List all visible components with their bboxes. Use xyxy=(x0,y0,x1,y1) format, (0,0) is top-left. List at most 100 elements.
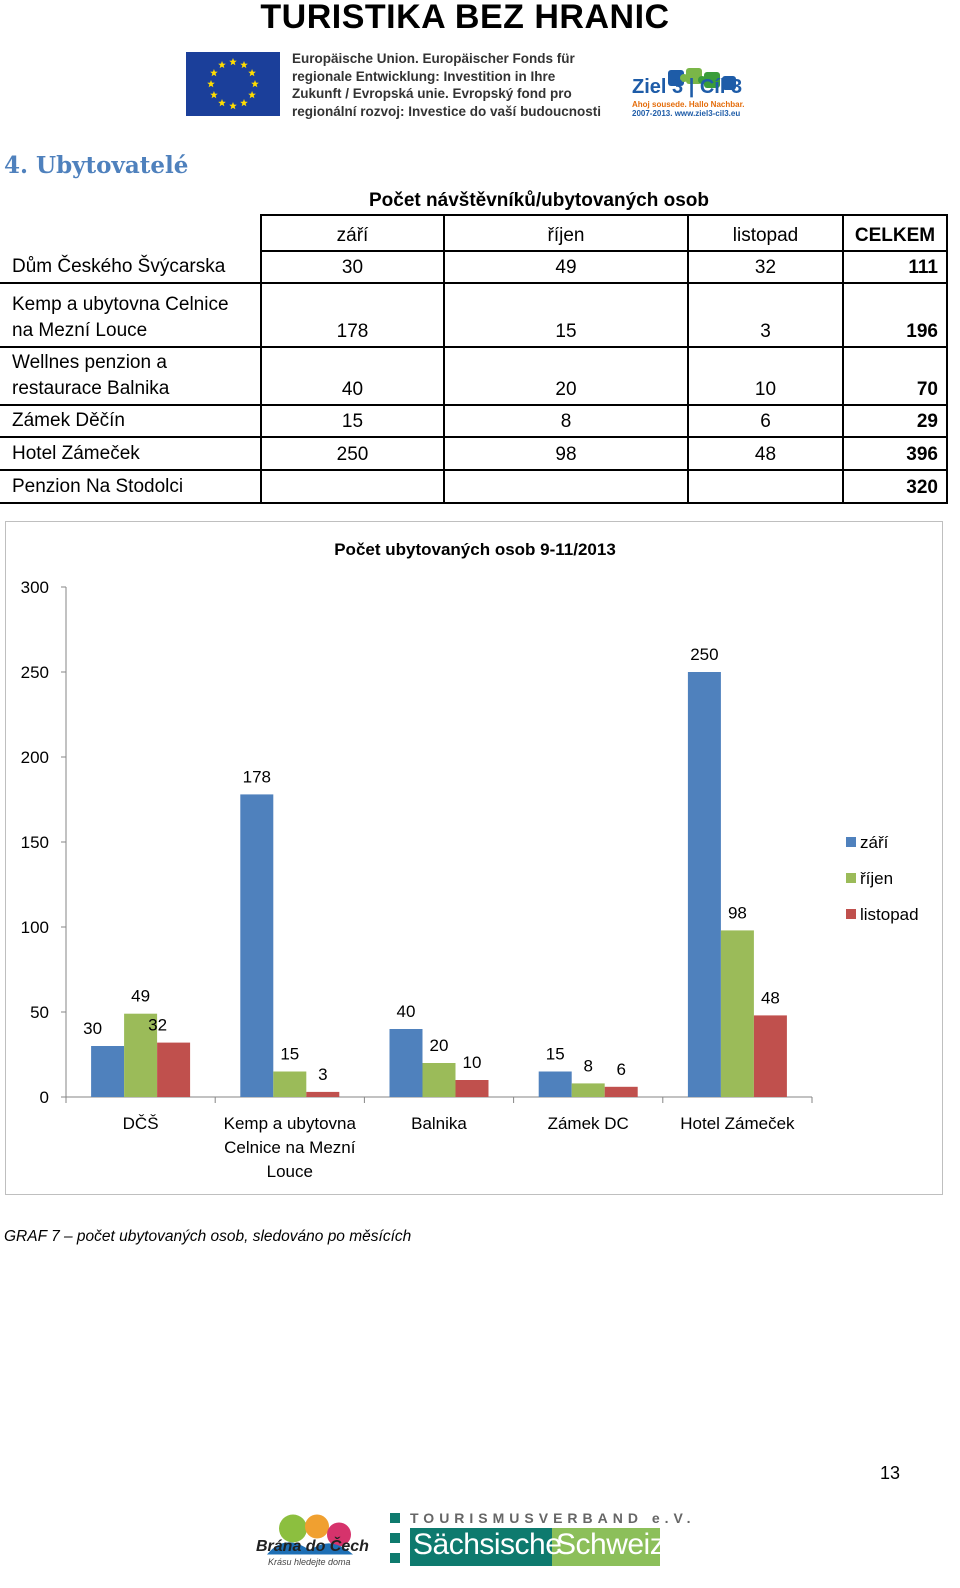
table-row: Penzion Na Stodolci 320 xyxy=(0,470,948,504)
brana-do-cech-logo-icon xyxy=(267,1514,353,1555)
tourismusverband-label: TOURISMUSVERBAND e.V. xyxy=(410,1510,696,1526)
row-name: Penzion Na Stodolci xyxy=(0,470,261,504)
cell-value: 178 xyxy=(260,283,444,348)
cell-value: 6 xyxy=(687,405,843,438)
row-name: Hotel Zámeček xyxy=(0,437,261,471)
data-label: 6 xyxy=(616,1060,625,1079)
brana-do-cech-slogan: Krásu hledejte doma xyxy=(268,1557,351,1567)
row-name-line: na Mezní Louce xyxy=(12,320,148,341)
bar-říjen xyxy=(124,1013,158,1097)
eu-text-line: regionální rozvoj: Investice do vaší bud… xyxy=(292,103,602,119)
legend-item-rijen: říjen xyxy=(846,869,893,889)
chart-frame xyxy=(5,521,943,1195)
eu-star xyxy=(240,60,248,69)
cell-total: 320 xyxy=(842,470,948,504)
x-category-label: Celnice na Mezní xyxy=(224,1138,356,1157)
bar-listopad xyxy=(157,1042,191,1097)
document-title: TURISTIKA BEZ HRANIC xyxy=(260,0,670,36)
x-category-label: Kemp a ubytovna xyxy=(224,1114,357,1133)
ziel3-logo-title: Ziel 3 | Cíl 3 xyxy=(632,76,743,98)
y-tick-label: 50 xyxy=(30,1003,49,1022)
cell-total: 70 xyxy=(842,347,948,406)
data-label: 20 xyxy=(430,1036,449,1055)
column-header-celkem: CELKEM xyxy=(842,214,948,252)
eu-text-line: regionale Entwicklung: Investition in Ih… xyxy=(292,68,556,84)
figure-caption: GRAF 7 – počet ubytovaných osob, sledová… xyxy=(4,1228,412,1245)
eu-star xyxy=(218,99,226,107)
page-number: 13 xyxy=(880,1463,901,1483)
bar-září xyxy=(538,1071,572,1097)
section-heading: 4. Ubytovatelé xyxy=(4,152,189,179)
data-label: 32 xyxy=(148,1016,167,1035)
schweiz-word: Schweiz xyxy=(556,1528,665,1561)
cell-total: 29 xyxy=(842,405,948,438)
data-label: 178 xyxy=(243,767,271,786)
bar-říjen xyxy=(720,930,754,1097)
bar-září xyxy=(91,1046,125,1097)
data-label: 49 xyxy=(131,987,150,1006)
x-category-label: Louce xyxy=(267,1162,313,1181)
row-name: Kemp a ubytovna Celnice na Mezní Louce xyxy=(0,283,261,348)
legend-swatch xyxy=(846,837,856,847)
bar-září xyxy=(240,794,274,1097)
y-tick-label: 150 xyxy=(21,833,49,852)
eu-text-line: Zukunft / Evropská unie. Evropský fond p… xyxy=(292,86,572,101)
eu-stars-icon xyxy=(207,58,259,110)
eu-star xyxy=(207,80,215,88)
data-label: 48 xyxy=(761,988,780,1007)
cell-value xyxy=(443,470,688,504)
ziel3-subtitle-line: 2007-2013. www.ziel3-cil3.eu xyxy=(632,109,741,118)
ziel3-puzzle-icon xyxy=(668,68,736,90)
table-caption: Počet návštěvníků/ubytovaných osob xyxy=(369,190,709,211)
cell-value: 3 xyxy=(687,283,843,348)
row-name: Dům Českého Švýcarska xyxy=(0,251,261,284)
eu-funding-text: Europäische Union. Europäischer Fonds fü… xyxy=(292,50,612,120)
eu-star xyxy=(248,69,256,77)
bar-říjen xyxy=(571,1083,605,1097)
data-label: 15 xyxy=(546,1045,565,1064)
cell-value: 48 xyxy=(687,437,843,471)
data-label: 10 xyxy=(463,1053,482,1072)
x-category-label: DČŠ xyxy=(123,1114,159,1133)
bar-září xyxy=(389,1029,423,1097)
eu-star xyxy=(210,69,218,77)
legend-label: listopad xyxy=(860,905,919,924)
x-category-label: Hotel Zámeček xyxy=(680,1114,795,1133)
data-label: 15 xyxy=(280,1045,299,1064)
eu-star xyxy=(229,58,237,66)
bar-listopad xyxy=(753,1015,787,1097)
ziel3-logo-subtitle: Ahoj sousede. Hallo Nachbar. 2007-2013. … xyxy=(632,100,744,118)
legend-swatch xyxy=(846,873,856,883)
row-name: Zámek Děčín xyxy=(0,405,261,438)
eu-text-line: Europäische Union. Europäischer Fonds fü… xyxy=(292,51,575,66)
cell-value xyxy=(687,470,843,504)
cell-value: 20 xyxy=(443,347,688,406)
row-name: Wellnes penzion a restaurace Balnika xyxy=(0,347,261,406)
ziel3-subtitle-line: Ahoj sousede. Hallo Nachbar. xyxy=(632,100,745,109)
saechsische-word: Sächsische xyxy=(413,1528,562,1561)
bar-chart: 0 50 100 150 200 250 300 30 49 32 DČŠ 178 15 3 Kemp a … xyxy=(21,578,813,1181)
cell-value: 98 xyxy=(443,437,688,471)
bar-září xyxy=(687,672,721,1097)
cell-value: 250 xyxy=(260,437,444,471)
bar-listopad xyxy=(604,1086,638,1097)
eu-flag-logo xyxy=(186,52,280,116)
cell-total: 111 xyxy=(842,251,948,284)
table-row: Dům Českého Švýcarska 30 49 32 111 xyxy=(0,251,948,284)
cell-value: 40 xyxy=(260,347,444,406)
column-header-rijen: říjen xyxy=(443,214,688,252)
cell-value xyxy=(260,470,444,504)
table-row: Hotel Zámeček 250 98 48 396 xyxy=(0,437,948,471)
y-tick-label: 200 xyxy=(21,748,49,767)
cell-value: 8 xyxy=(443,405,688,438)
eu-star xyxy=(248,91,256,99)
column-header-listopad: listopad xyxy=(687,214,843,252)
row-name-line: Wellnes penzion a xyxy=(12,352,167,373)
x-category-label: Balnika xyxy=(411,1114,467,1133)
eu-star xyxy=(210,91,218,99)
data-label: 98 xyxy=(728,903,747,922)
table-row: Kemp a ubytovna Celnice na Mezní Louce 17… xyxy=(0,283,948,348)
cell-value: 15 xyxy=(260,405,444,438)
data-label: 250 xyxy=(690,645,718,664)
data-label: 30 xyxy=(83,1019,102,1038)
